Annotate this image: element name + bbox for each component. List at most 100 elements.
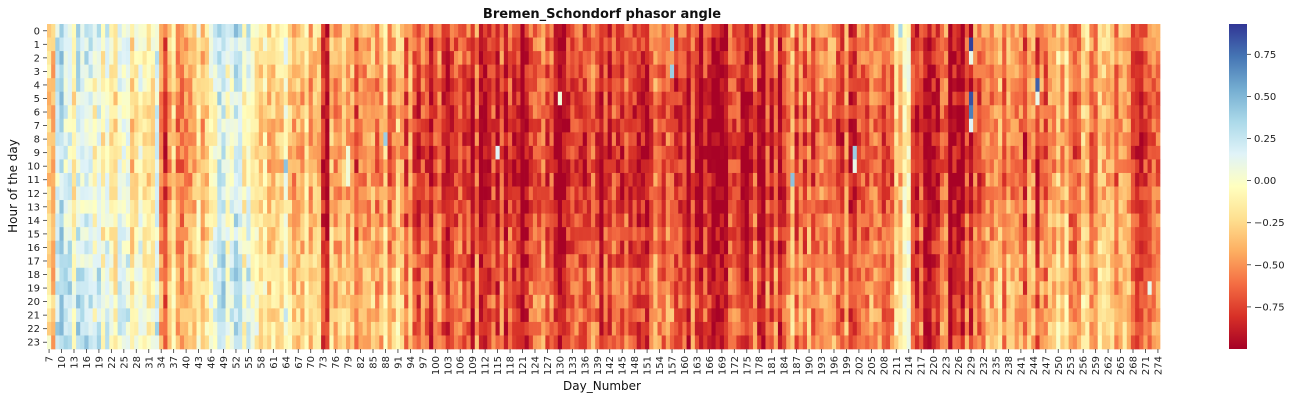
heatmap-cell xyxy=(229,308,235,323)
heatmap-cell xyxy=(221,254,226,269)
heatmap-cell xyxy=(296,24,301,38)
heatmap-cell xyxy=(553,281,559,296)
heatmap-cell xyxy=(217,24,222,38)
heatmap-cell xyxy=(246,64,251,79)
heatmap-cell xyxy=(503,200,509,214)
heatmap-cell xyxy=(271,254,276,269)
heatmap-cell xyxy=(258,159,264,174)
heatmap-cell xyxy=(686,145,692,160)
heatmap-cell xyxy=(645,200,650,214)
heatmap-cell xyxy=(474,308,480,323)
heatmap-cell xyxy=(51,254,56,269)
heatmap-cell xyxy=(416,254,422,269)
heatmap-cell xyxy=(142,240,148,255)
heatmap-cell xyxy=(341,335,347,350)
heatmap-cell xyxy=(213,51,218,65)
heatmap-cell xyxy=(674,24,679,38)
heatmap-cell xyxy=(615,37,621,52)
heatmap-cell xyxy=(881,335,887,350)
heatmap-cell xyxy=(420,159,426,174)
heatmap-cell xyxy=(757,118,762,133)
heatmap-cell xyxy=(292,281,297,296)
heatmap-cell xyxy=(748,37,754,52)
heatmap-cell xyxy=(669,200,675,214)
heatmap-cell xyxy=(184,51,189,65)
heatmap-cell xyxy=(159,51,164,65)
heatmap-cell xyxy=(786,294,791,309)
heatmap-cell xyxy=(458,145,463,160)
heatmap-cell xyxy=(765,132,770,147)
heatmap-cell xyxy=(495,281,501,296)
heatmap-cell xyxy=(902,132,908,147)
heatmap-cell xyxy=(179,227,185,242)
heatmap-cell xyxy=(815,186,820,201)
heatmap-cell xyxy=(196,51,202,65)
heatmap-cell xyxy=(765,308,770,323)
heatmap-cell xyxy=(441,267,447,282)
heatmap-cell xyxy=(408,335,413,350)
heatmap-cell xyxy=(728,294,733,309)
heatmap-cell xyxy=(699,105,704,120)
heatmap-cell xyxy=(524,308,530,323)
heatmap-cell xyxy=(607,145,613,160)
heatmap-cell xyxy=(636,240,642,255)
heatmap-cell xyxy=(661,267,667,282)
heatmap-cell xyxy=(453,78,459,93)
heatmap-cell xyxy=(694,51,700,65)
heatmap-cell xyxy=(325,91,330,106)
heatmap-cell xyxy=(557,105,563,120)
heatmap-cell xyxy=(47,37,52,52)
heatmap-cell xyxy=(67,254,73,269)
heatmap-cell xyxy=(840,281,845,296)
heatmap-cell xyxy=(487,240,492,255)
heatmap-cell xyxy=(703,213,708,228)
heatmap-cell xyxy=(537,91,542,106)
heatmap-cell xyxy=(574,213,579,228)
heatmap-cell xyxy=(204,240,210,255)
heatmap-cell xyxy=(400,105,405,120)
heatmap-cell xyxy=(88,240,94,255)
heatmap-cell xyxy=(611,51,617,65)
heatmap-cell xyxy=(782,254,787,269)
heatmap-cell xyxy=(661,335,667,350)
heatmap-cell xyxy=(262,37,268,52)
heatmap-cell xyxy=(366,200,372,214)
heatmap-cell xyxy=(196,227,202,242)
heatmap-cell xyxy=(424,213,430,228)
heatmap-cell xyxy=(856,213,862,228)
heatmap-cell xyxy=(823,132,829,147)
heatmap-cell xyxy=(358,308,363,323)
heatmap-cell xyxy=(860,78,866,93)
heatmap-cell xyxy=(76,281,81,296)
heatmap-cell xyxy=(578,321,584,336)
heatmap-cell xyxy=(200,308,206,323)
heatmap-cell xyxy=(150,105,156,120)
heatmap-cell xyxy=(420,24,426,38)
heatmap-cell xyxy=(528,308,534,323)
heatmap-cell xyxy=(88,132,94,147)
heatmap-cell xyxy=(586,186,592,201)
heatmap-cell xyxy=(753,159,758,174)
heatmap-cell xyxy=(744,335,750,350)
heatmap-cell xyxy=(707,132,712,147)
heatmap-cell xyxy=(200,172,206,187)
heatmap-cell xyxy=(138,132,143,147)
heatmap-cell xyxy=(607,294,613,309)
heatmap-cell xyxy=(100,105,106,120)
heatmap-cell xyxy=(836,51,841,65)
heatmap-cell xyxy=(773,186,779,201)
heatmap-cell xyxy=(877,186,883,201)
heatmap-cell xyxy=(753,267,758,282)
heatmap-cell xyxy=(449,267,455,282)
heatmap-cell xyxy=(707,172,712,187)
heatmap-cell xyxy=(445,78,451,93)
heatmap-cell xyxy=(408,267,413,282)
heatmap-cell xyxy=(645,118,650,133)
heatmap-cell xyxy=(487,321,492,336)
heatmap-cell xyxy=(885,91,891,106)
heatmap-cell xyxy=(188,227,193,242)
heatmap-cell xyxy=(121,254,127,269)
heatmap-cell xyxy=(657,281,662,296)
heatmap-cell xyxy=(852,78,858,93)
heatmap-cell xyxy=(154,91,160,106)
